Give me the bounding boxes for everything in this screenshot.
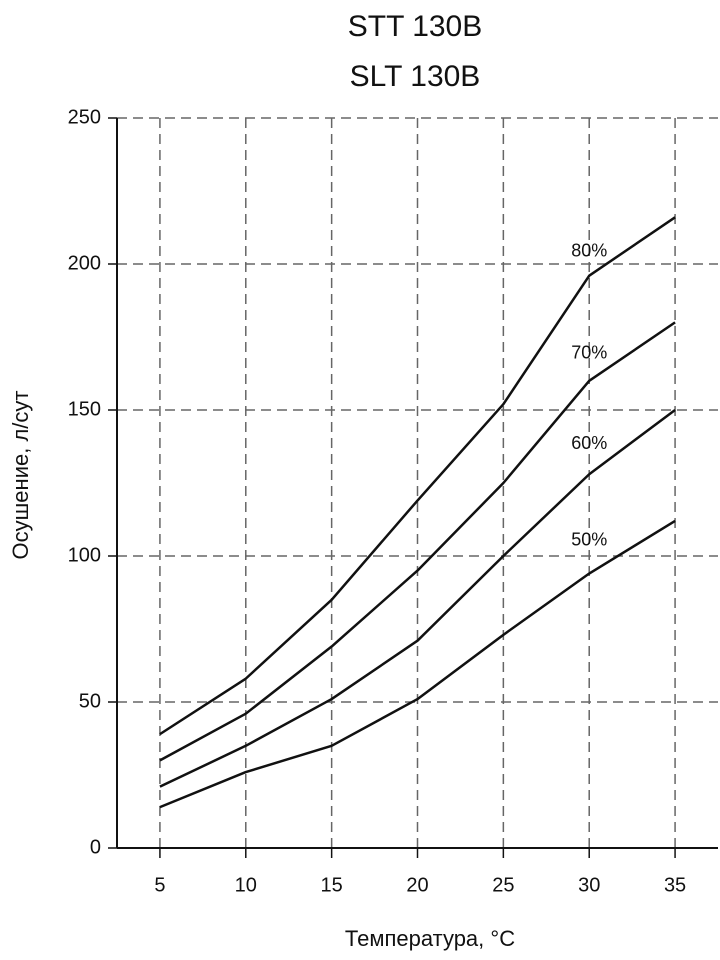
y-tick-label: 250 bbox=[68, 106, 101, 128]
x-tick-label: 15 bbox=[321, 874, 343, 896]
x-axis-label: Температура, °C bbox=[345, 926, 515, 951]
x-tick-label: 20 bbox=[406, 874, 428, 896]
x-tick-label: 25 bbox=[492, 874, 514, 896]
x-tick-label: 10 bbox=[235, 874, 257, 896]
y-tick-label: 200 bbox=[68, 252, 101, 274]
series-label: 70% bbox=[571, 343, 607, 363]
series-line bbox=[159, 216, 676, 736]
y-tick-label: 0 bbox=[90, 836, 101, 858]
x-tick-label: 5 bbox=[154, 874, 165, 896]
series-line bbox=[159, 519, 676, 809]
x-tick-label: 35 bbox=[664, 874, 686, 896]
y-tick-label: 100 bbox=[68, 544, 101, 566]
series-label: 80% bbox=[571, 240, 607, 260]
chart-title: STT 130B bbox=[348, 10, 483, 43]
series-line bbox=[159, 321, 676, 762]
y-tick-label: 50 bbox=[79, 690, 101, 712]
y-tick-label: 150 bbox=[68, 398, 101, 420]
y-axis-label: Осушение, л/сут bbox=[8, 391, 33, 560]
x-tick-label: 30 bbox=[578, 874, 600, 896]
chart-subtitle: SLT 130B bbox=[350, 60, 481, 93]
series-label: 60% bbox=[571, 433, 607, 453]
series-line bbox=[159, 408, 676, 788]
series-label: 50% bbox=[571, 529, 607, 549]
